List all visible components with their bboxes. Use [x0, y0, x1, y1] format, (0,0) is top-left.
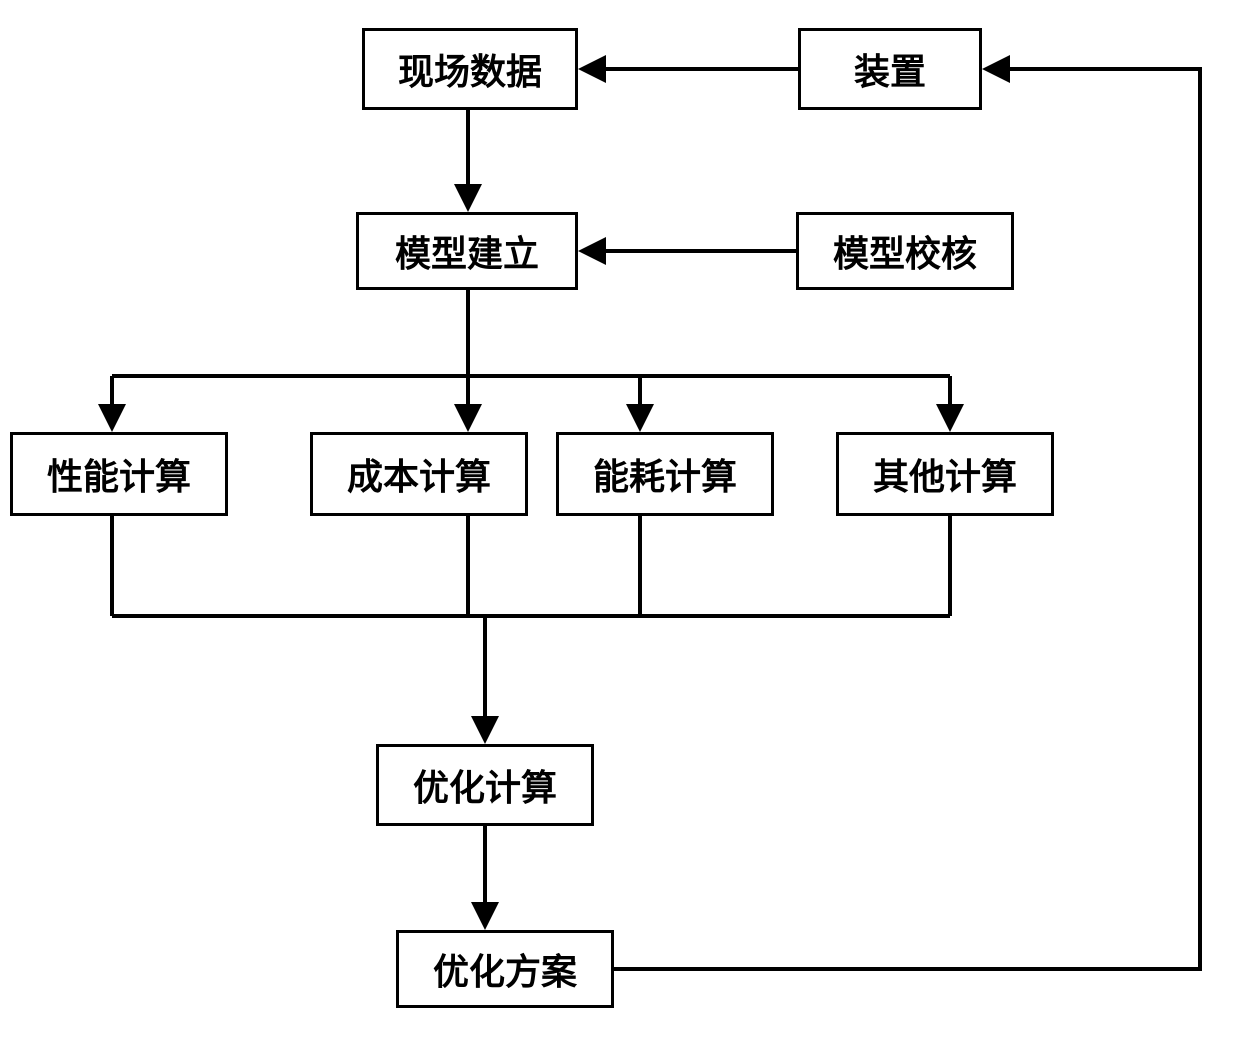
node-other-calc: 其他计算 [836, 432, 1054, 516]
node-cost-calc: 成本计算 [310, 432, 528, 516]
node-perf-calc: 性能计算 [10, 432, 228, 516]
edge-feedback [614, 69, 1200, 969]
node-energy-calc: 能耗计算 [556, 432, 774, 516]
node-optimize-plan: 优化方案 [396, 930, 614, 1008]
node-field-data: 现场数据 [362, 28, 578, 110]
node-optimize-calc: 优化计算 [376, 744, 594, 826]
node-model-build: 模型建立 [356, 212, 578, 290]
flowchart-arrows [0, 0, 1240, 1048]
node-device: 装置 [798, 28, 982, 110]
node-model-check: 模型校核 [796, 212, 1014, 290]
